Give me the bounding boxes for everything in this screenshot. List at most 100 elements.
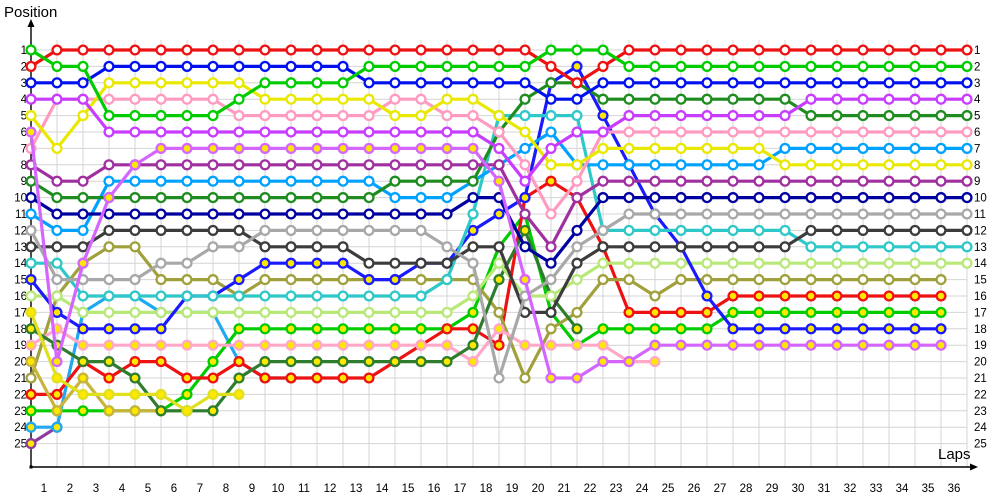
lap-marker (155, 274, 167, 286)
lap-marker (545, 77, 557, 89)
lap-marker (77, 208, 89, 220)
lap-marker (103, 159, 115, 171)
lap-marker (857, 77, 869, 89)
lap-marker (623, 93, 635, 105)
series-car-start-13-black (25, 224, 973, 318)
y-tick-left: 16 (14, 291, 27, 303)
lap-marker (441, 126, 453, 138)
lap-marker (727, 224, 739, 236)
lap-marker (519, 110, 531, 122)
lap-marker (623, 323, 635, 335)
lap-marker (467, 323, 479, 335)
lap-marker (441, 306, 453, 318)
lap-marker (779, 175, 791, 187)
lap-marker (363, 44, 375, 56)
lap-marker (77, 77, 89, 89)
lap-marker (753, 241, 765, 253)
y-tick-left: 1 (21, 45, 27, 57)
y-tick-left: 20 (14, 357, 27, 369)
lap-marker (51, 44, 63, 56)
lap-marker (675, 126, 687, 138)
lap-marker (77, 175, 89, 187)
lap-marker (727, 257, 739, 269)
lap-marker (415, 175, 427, 187)
lap-marker (935, 241, 947, 253)
lap-marker (779, 126, 791, 138)
lap-marker (389, 142, 401, 154)
x-tick: 1 (41, 483, 47, 495)
lap-marker (701, 175, 713, 187)
lap-marker (857, 339, 869, 351)
lap-marker (779, 142, 791, 154)
lap-marker (259, 274, 271, 286)
y-tick-right: 17 (974, 307, 987, 319)
lap-marker (519, 159, 531, 171)
y-tick-right: 23 (974, 406, 987, 418)
lap-marker (207, 44, 219, 56)
lap-marker (701, 290, 713, 302)
lap-marker (935, 224, 947, 236)
lap-marker (805, 142, 817, 154)
lap-marker (701, 339, 713, 351)
lap-marker (909, 290, 921, 302)
lap-marker (337, 274, 349, 286)
lap-marker (259, 142, 271, 154)
lap-marker (675, 274, 687, 286)
lap-marker (753, 290, 765, 302)
y-tick-right: 6 (974, 127, 980, 139)
x-tick: 7 (197, 483, 203, 495)
lap-marker (935, 142, 947, 154)
x-tick: 33 (870, 483, 883, 495)
series-car-start-18-darkgreen2 (25, 224, 583, 417)
lap-marker (467, 224, 479, 236)
lap-marker (181, 224, 193, 236)
lap-marker (233, 192, 245, 204)
lap-marker (545, 208, 557, 220)
lap-marker (207, 405, 219, 417)
lap-marker (753, 93, 765, 105)
lap-marker (285, 372, 297, 384)
lap-marker (571, 306, 583, 318)
lap-marker (961, 142, 973, 154)
lap-marker (545, 60, 557, 72)
lap-marker (77, 257, 89, 269)
lap-marker (181, 192, 193, 204)
lap-marker (883, 290, 895, 302)
lap-marker (129, 224, 141, 236)
lap-marker (805, 60, 817, 72)
lap-marker (805, 290, 817, 302)
lap-marker (623, 356, 635, 368)
series-car-start-19-pink2 (25, 323, 661, 368)
lap-marker (857, 274, 869, 286)
lap-marker (805, 93, 817, 105)
lap-marker (467, 290, 479, 302)
lap-marker (909, 175, 921, 187)
x-tick: 35 (922, 483, 935, 495)
lap-marker (675, 110, 687, 122)
lap-marker (103, 208, 115, 220)
lap-marker (441, 339, 453, 351)
y-tick-right: 7 (974, 143, 980, 155)
lap-marker (779, 339, 791, 351)
x-tick: 17 (454, 483, 467, 495)
lap-marker (311, 142, 323, 154)
lap-marker (181, 290, 193, 302)
lap-marker (675, 77, 687, 89)
lap-marker (129, 126, 141, 138)
lap-marker (103, 306, 115, 318)
x-axis-title: Laps (938, 446, 971, 463)
lap-marker (467, 208, 479, 220)
lap-marker (51, 257, 63, 269)
lap-marker (155, 175, 167, 187)
lap-marker (441, 77, 453, 89)
lap-marker (675, 159, 687, 171)
lap-marker (909, 208, 921, 220)
lap-marker (103, 372, 115, 384)
lap-marker (805, 44, 817, 56)
lap-marker (363, 77, 375, 89)
lap-marker (259, 356, 271, 368)
lap-marker (207, 126, 219, 138)
lap-marker (415, 159, 427, 171)
lap-marker (77, 323, 89, 335)
lap-marker (311, 44, 323, 56)
